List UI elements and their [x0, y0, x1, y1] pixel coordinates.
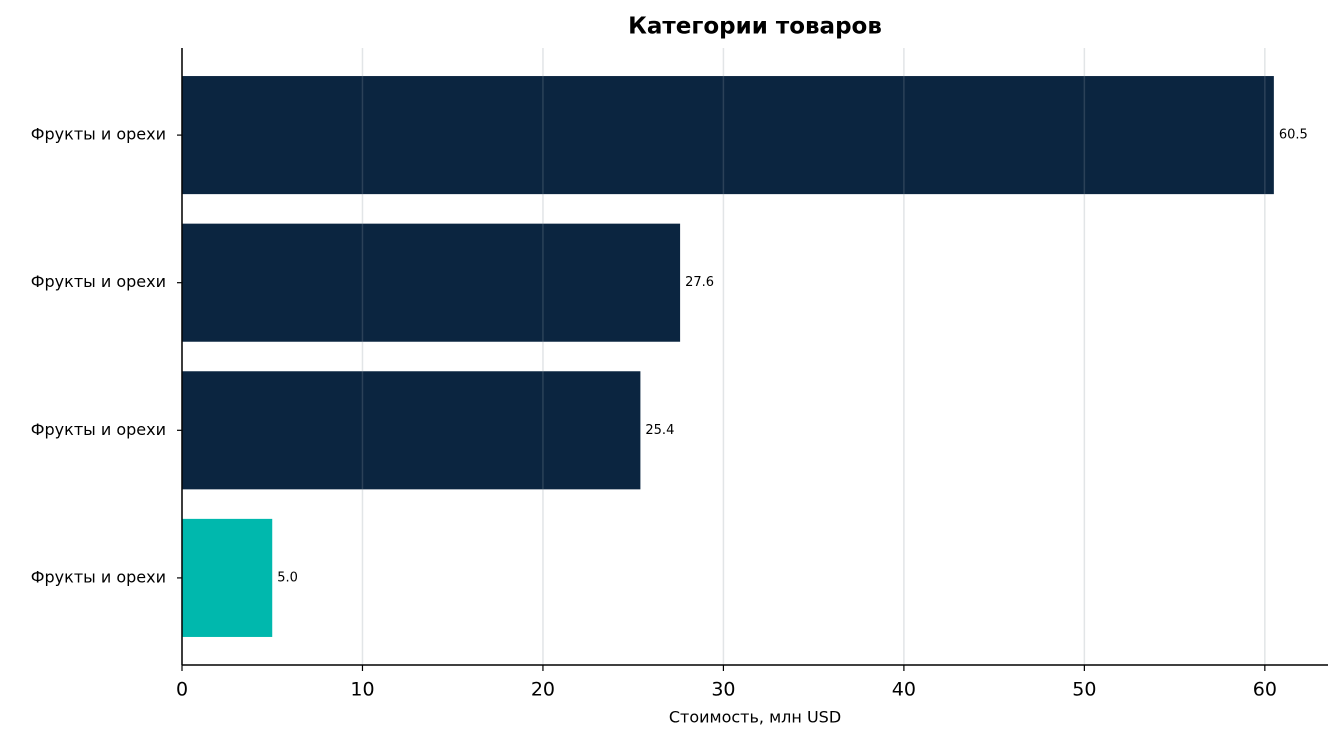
y-tick-label: Фрукты и орехи: [31, 420, 166, 439]
value-label: 27.6: [685, 275, 714, 290]
value-label: 60.5: [1279, 128, 1308, 143]
x-tick-label: 10: [350, 679, 374, 701]
bar: [182, 223, 681, 342]
x-tick-label: 30: [711, 679, 735, 701]
x-tick-label: 20: [531, 679, 555, 701]
x-tick-label: 0: [176, 679, 188, 701]
x-tick-label: 40: [892, 679, 916, 701]
x-axis-label: Стоимость, млн USD: [669, 708, 841, 727]
value-label: 25.4: [645, 423, 674, 438]
value-label: 5.0: [277, 570, 298, 585]
x-tick-label: 50: [1072, 679, 1096, 701]
bar: [182, 371, 641, 490]
bar: [182, 76, 1274, 195]
x-tick-label: 60: [1253, 679, 1277, 701]
bar: [182, 518, 273, 637]
y-tick-label: Фрукты и орехи: [31, 125, 166, 144]
y-tick-label: Фрукты и орехи: [31, 272, 166, 291]
y-tick-label: Фрукты и орехи: [31, 567, 166, 586]
chart-title: Категории товаров: [628, 14, 882, 40]
